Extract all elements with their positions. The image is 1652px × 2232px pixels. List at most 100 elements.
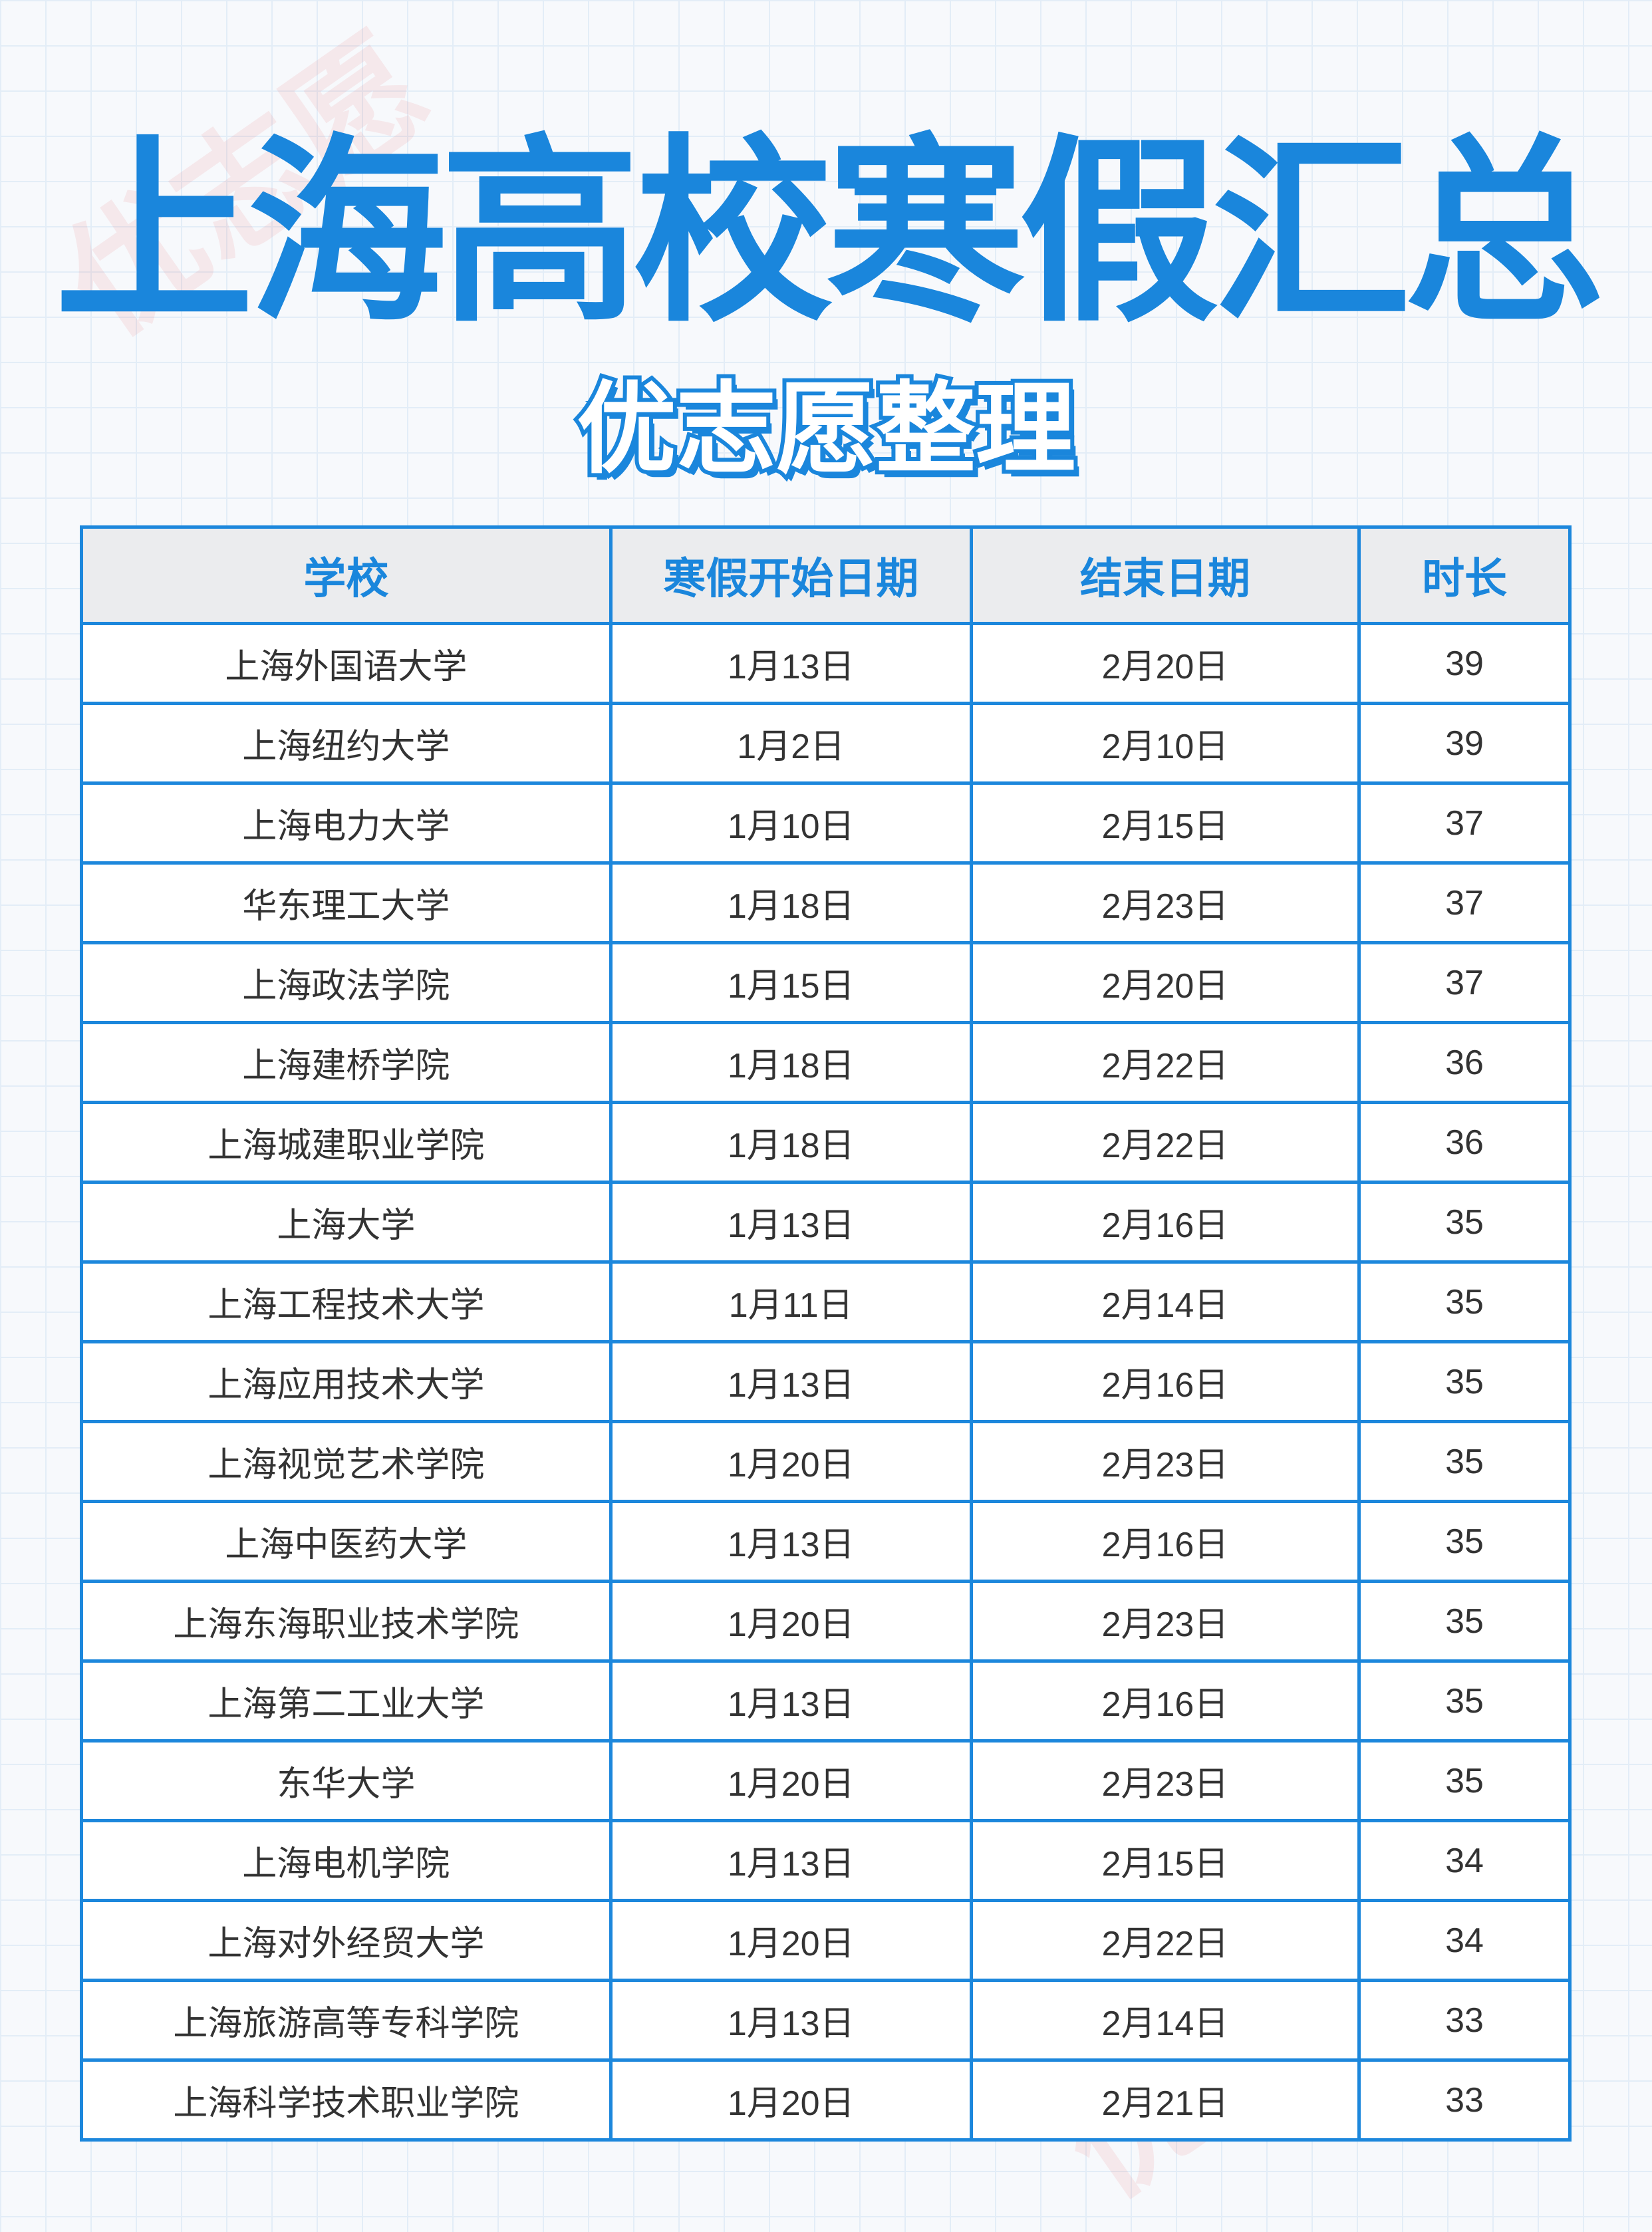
cell-duration: 39 [1357, 622, 1572, 705]
cell-start-date: 1月15日 [609, 941, 973, 1024]
cell-end-date: 2月22日 [969, 1021, 1361, 1104]
cell-end-date: 2月22日 [969, 1899, 1361, 1982]
table-row: 上海建桥学院 1月18日 2月22日 36 [80, 1021, 1572, 1104]
cell-start-date: 1月20日 [609, 1739, 973, 1822]
cell-school: 上海视觉艺术学院 [80, 1420, 613, 1503]
cell-school: 东华大学 [80, 1739, 613, 1822]
cell-school: 上海旅游高等专科学院 [80, 1979, 613, 2062]
cell-start-date: 1月18日 [609, 1021, 973, 1104]
cell-start-date: 1月13日 [609, 1500, 973, 1583]
cell-school: 上海建桥学院 [80, 1021, 613, 1104]
cell-start-date: 1月20日 [609, 2058, 973, 2142]
cell-school: 上海大学 [80, 1181, 613, 1264]
cell-duration: 33 [1357, 2058, 1572, 2142]
cell-duration: 35 [1357, 1580, 1572, 1663]
cell-end-date: 2月16日 [969, 1659, 1361, 1743]
holiday-table: 学校 寒假开始日期 结束日期 时长 上海外国语大学 1月13日 2月20日 39 上海纽… [80, 525, 1572, 2142]
cell-school: 上海工程技术大学 [80, 1260, 613, 1343]
cell-start-date: 1月20日 [609, 1899, 973, 1982]
cell-duration: 36 [1357, 1101, 1572, 1184]
cell-end-date: 2月23日 [969, 1580, 1361, 1663]
cell-school: 上海外国语大学 [80, 622, 613, 705]
table-header-row: 学校 寒假开始日期 结束日期 时长 [80, 525, 1572, 625]
cell-duration: 35 [1357, 1260, 1572, 1343]
cell-start-date: 1月13日 [609, 1979, 973, 2062]
table-row: 上海外国语大学 1月13日 2月20日 39 [80, 622, 1572, 705]
cell-duration: 35 [1357, 1181, 1572, 1264]
cell-school: 上海科学技术职业学院 [80, 2058, 613, 2142]
table-row: 上海东海职业技术学院 1月20日 2月23日 35 [80, 1580, 1572, 1663]
cell-school: 上海政法学院 [80, 941, 613, 1024]
cell-end-date: 2月14日 [969, 1979, 1361, 2062]
table-row: 上海视觉艺术学院 1月20日 2月23日 35 [80, 1420, 1572, 1503]
cell-end-date: 2月20日 [969, 622, 1361, 705]
table-row: 上海应用技术大学 1月13日 2月16日 35 [80, 1340, 1572, 1423]
cell-start-date: 1月20日 [609, 1580, 973, 1663]
table-row: 上海电力大学 1月10日 2月15日 37 [80, 781, 1572, 865]
cell-school: 上海电机学院 [80, 1819, 613, 1902]
cell-duration: 34 [1357, 1819, 1572, 1902]
cell-start-date: 1月11日 [609, 1260, 973, 1343]
header-end-date: 结束日期 [969, 525, 1361, 625]
cell-duration: 35 [1357, 1340, 1572, 1423]
cell-start-date: 1月18日 [609, 861, 973, 944]
table-row: 上海城建职业学院 1月18日 2月22日 36 [80, 1101, 1572, 1184]
table-row: 上海中医药大学 1月13日 2月16日 35 [80, 1500, 1572, 1583]
cell-end-date: 2月22日 [969, 1101, 1361, 1184]
header-start-date: 寒假开始日期 [609, 525, 973, 625]
cell-start-date: 1月2日 [609, 702, 973, 785]
cell-duration: 35 [1357, 1739, 1572, 1822]
cell-end-date: 2月23日 [969, 1420, 1361, 1503]
cell-start-date: 1月10日 [609, 781, 973, 865]
table-row: 上海大学 1月13日 2月16日 35 [80, 1181, 1572, 1264]
cell-duration: 39 [1357, 702, 1572, 785]
cell-end-date: 2月14日 [969, 1260, 1361, 1343]
cell-duration: 35 [1357, 1500, 1572, 1583]
cell-school: 上海中医药大学 [80, 1500, 613, 1583]
cell-start-date: 1月13日 [609, 1819, 973, 1902]
cell-end-date: 2月16日 [969, 1181, 1361, 1264]
cell-end-date: 2月23日 [969, 861, 1361, 944]
page-subtitle: 优志愿整理 [573, 369, 1079, 489]
cell-end-date: 2月20日 [969, 941, 1361, 1024]
cell-end-date: 2月10日 [969, 702, 1361, 785]
cell-start-date: 1月13日 [609, 1659, 973, 1743]
cell-duration: 33 [1357, 1979, 1572, 2062]
table-row: 上海对外经贸大学 1月20日 2月22日 34 [80, 1899, 1572, 1982]
cell-duration: 36 [1357, 1021, 1572, 1104]
table-row: 上海工程技术大学 1月11日 2月14日 35 [80, 1260, 1572, 1343]
header-duration: 时长 [1357, 525, 1572, 625]
cell-end-date: 2月16日 [969, 1500, 1361, 1583]
cell-start-date: 1月13日 [609, 1340, 973, 1423]
cell-duration: 37 [1357, 941, 1572, 1024]
table-row: 上海旅游高等专科学院 1月13日 2月14日 33 [80, 1979, 1572, 2062]
cell-duration: 37 [1357, 861, 1572, 944]
cell-end-date: 2月15日 [969, 1819, 1361, 1902]
cell-start-date: 1月20日 [609, 1420, 973, 1503]
table-row: 上海科学技术职业学院 1月20日 2月21日 33 [80, 2058, 1572, 2142]
cell-school: 上海纽约大学 [80, 702, 613, 785]
cell-school: 华东理工大学 [80, 861, 613, 944]
header-school: 学校 [80, 525, 613, 625]
table-row: 上海纽约大学 1月2日 2月10日 39 [80, 702, 1572, 785]
cell-school: 上海应用技术大学 [80, 1340, 613, 1423]
cell-school: 上海第二工业大学 [80, 1659, 613, 1743]
cell-end-date: 2月16日 [969, 1340, 1361, 1423]
cell-start-date: 1月13日 [609, 1181, 973, 1264]
table-row: 东华大学 1月20日 2月23日 35 [80, 1739, 1572, 1822]
page-title: 上海高校寒假汇总 [55, 121, 1604, 345]
table-row: 上海第二工业大学 1月13日 2月16日 35 [80, 1659, 1572, 1743]
cell-end-date: 2月21日 [969, 2058, 1361, 2142]
cell-duration: 37 [1357, 781, 1572, 865]
table-row: 上海电机学院 1月13日 2月15日 34 [80, 1819, 1572, 1902]
table-row: 上海政法学院 1月15日 2月20日 37 [80, 941, 1572, 1024]
table-row: 华东理工大学 1月18日 2月23日 37 [80, 861, 1572, 944]
cell-duration: 35 [1357, 1420, 1572, 1503]
cell-duration: 35 [1357, 1659, 1572, 1743]
cell-duration: 34 [1357, 1899, 1572, 1982]
cell-school: 上海东海职业技术学院 [80, 1580, 613, 1663]
cell-school: 上海电力大学 [80, 781, 613, 865]
cell-end-date: 2月23日 [969, 1739, 1361, 1822]
cell-start-date: 1月13日 [609, 622, 973, 705]
cell-school: 上海城建职业学院 [80, 1101, 613, 1184]
